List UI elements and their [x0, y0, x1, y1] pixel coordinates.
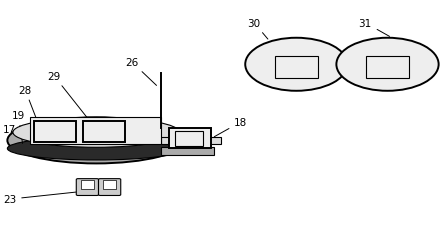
Ellipse shape [13, 118, 180, 148]
Circle shape [336, 39, 438, 91]
Bar [103, 181, 116, 189]
Bar [34, 121, 76, 142]
Text: 31: 31 [359, 19, 389, 37]
Text: 29: 29 [47, 71, 88, 119]
Text: 30: 30 [248, 19, 268, 40]
Ellipse shape [8, 137, 185, 160]
Bar [275, 57, 318, 79]
FancyBboxPatch shape [99, 179, 121, 196]
Bar [83, 121, 125, 142]
Bar [366, 57, 409, 79]
Text: 26: 26 [125, 58, 157, 86]
FancyBboxPatch shape [76, 179, 99, 196]
Bar [161, 148, 214, 156]
Circle shape [245, 39, 347, 91]
Text: 23: 23 [3, 191, 83, 204]
Ellipse shape [8, 118, 185, 164]
Bar [81, 181, 94, 189]
Text: 28: 28 [19, 85, 40, 128]
Text: 17: 17 [3, 124, 16, 134]
Bar [161, 137, 221, 144]
Bar [29, 118, 161, 144]
Text: 18: 18 [215, 117, 248, 137]
Bar [169, 128, 211, 149]
Text: 19: 19 [12, 110, 25, 144]
Bar [175, 132, 203, 146]
